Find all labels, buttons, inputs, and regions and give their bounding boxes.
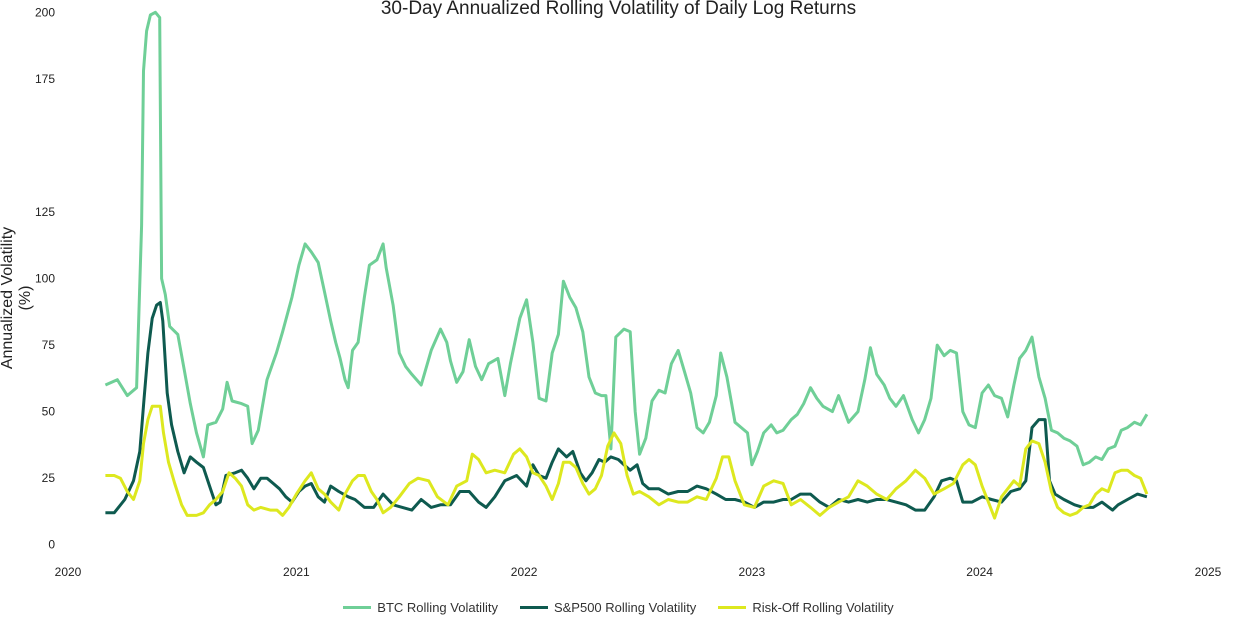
x-tick-label: 2025 (1195, 565, 1222, 579)
x-tick-label: 2023 (739, 565, 766, 579)
legend-item[interactable]: BTC Rolling Volatility (343, 600, 498, 615)
y-tick-label: 100 (35, 272, 55, 286)
y-axis-ticks: 0 25 50 75 100 125 175 200 (35, 5, 55, 551)
y-tick-label: 0 (48, 538, 55, 552)
legend-item[interactable]: Risk-Off Rolling Volatility (718, 600, 894, 615)
legend-swatch (718, 606, 747, 609)
x-tick-label: 2021 (283, 565, 310, 579)
y-tick-label: 25 (42, 471, 56, 485)
legend-swatch (519, 606, 548, 609)
legend-item[interactable]: S&P500 Rolling Volatility (519, 600, 697, 615)
y-tick-label: 125 (35, 205, 55, 219)
chart-title: 30-Day Annualized Rolling Volatility of … (380, 0, 857, 19)
legend-label: Risk-Off Rolling Volatility (752, 600, 894, 615)
legend-label: S&P500 Rolling Volatility (553, 600, 697, 615)
y-tick-label: 50 (42, 405, 56, 419)
plot-area: 0 25 50 75 100 125 175 200 2020 2021 2022 2023 2024… (35, 5, 1222, 579)
series-line-2 (105, 404, 1149, 520)
x-tick-label: 2022 (511, 565, 538, 579)
y-tick-label: 75 (42, 338, 56, 352)
series-line-1 (105, 301, 1148, 515)
legend: BTC Rolling Volatility S&P500 Rolling Vol… (0, 600, 1237, 615)
x-axis-ticks: 2020 2021 2022 2023 2024 2025 (55, 565, 1222, 579)
series-lines (104, 10, 1149, 520)
x-tick-label: 2024 (966, 565, 993, 579)
series-line-0 (104, 10, 1149, 467)
legend-swatch (343, 606, 372, 609)
x-tick-label: 2020 (55, 565, 82, 579)
y-tick-label: 200 (35, 5, 55, 19)
y-tick-label: 175 (35, 72, 55, 86)
legend-label: BTC Rolling Volatility (377, 600, 498, 615)
